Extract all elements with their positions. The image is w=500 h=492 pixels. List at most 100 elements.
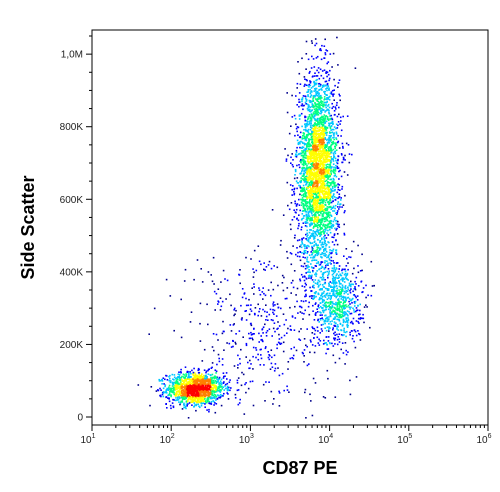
data-point — [306, 239, 308, 241]
data-point — [206, 394, 208, 396]
data-point — [325, 70, 328, 73]
data-point — [172, 382, 175, 384]
data-point — [303, 245, 306, 248]
data-point — [172, 378, 174, 380]
data-point — [200, 402, 202, 405]
data-point — [177, 395, 179, 398]
data-point — [313, 140, 316, 143]
data-point — [181, 396, 184, 399]
data-point — [330, 296, 332, 298]
data-point — [317, 106, 319, 108]
data-point — [320, 153, 323, 155]
data-point — [179, 379, 182, 381]
data-point — [307, 138, 310, 140]
data-point — [354, 280, 356, 283]
data-point — [319, 165, 321, 168]
data-point — [341, 289, 344, 291]
data-point — [345, 275, 347, 277]
data-point — [201, 386, 203, 389]
data-point — [336, 308, 338, 311]
data-point — [331, 196, 333, 198]
data-point — [327, 73, 330, 76]
data-point — [328, 111, 330, 114]
data-point — [322, 187, 324, 190]
data-point — [321, 84, 324, 87]
data-point — [333, 210, 336, 212]
data-point — [313, 203, 316, 206]
data-point — [307, 106, 310, 108]
data-point — [298, 222, 300, 225]
data-point — [214, 397, 216, 400]
data-point — [309, 189, 312, 191]
data-point — [290, 202, 293, 204]
data-point — [179, 387, 181, 389]
data-point — [223, 381, 225, 383]
data-point — [322, 307, 324, 309]
data-point — [322, 124, 324, 127]
data-point — [322, 277, 325, 279]
data-point — [306, 179, 308, 181]
data-point — [300, 177, 302, 179]
data-point — [338, 293, 340, 296]
data-point — [314, 135, 316, 138]
data-point — [308, 121, 311, 123]
data-point — [303, 251, 305, 254]
data-point — [317, 107, 319, 109]
data-point — [324, 224, 326, 226]
data-point — [323, 177, 325, 180]
data-point — [321, 100, 324, 103]
data-point — [310, 174, 313, 176]
data-point — [331, 117, 333, 120]
data-point — [201, 389, 203, 391]
data-point — [345, 317, 348, 319]
data-point — [345, 304, 347, 306]
data-point — [326, 62, 328, 65]
data-point — [330, 170, 332, 173]
data-point — [327, 184, 329, 187]
data-point — [303, 143, 306, 146]
data-point — [298, 239, 301, 241]
data-point — [291, 188, 293, 191]
data-point — [324, 242, 326, 244]
data-point — [332, 200, 334, 203]
data-point — [311, 114, 314, 116]
data-point — [365, 304, 367, 306]
data-point — [334, 84, 336, 87]
data-point — [325, 251, 328, 253]
data-point — [192, 398, 195, 400]
data-point — [204, 400, 206, 403]
data-point — [314, 203, 317, 206]
data-point — [172, 387, 174, 390]
data-point — [311, 132, 313, 134]
data-point — [334, 331, 336, 334]
data-point — [313, 90, 315, 92]
data-point — [316, 234, 318, 237]
data-point — [197, 400, 200, 402]
data-point — [181, 378, 183, 381]
data-point — [320, 110, 322, 112]
data-point — [315, 93, 318, 96]
data-point — [184, 391, 186, 393]
data-point — [301, 98, 304, 101]
data-point — [314, 164, 316, 167]
data-point — [306, 222, 309, 224]
data-point — [333, 110, 336, 112]
data-point — [338, 170, 340, 173]
data-point — [322, 172, 324, 175]
data-point — [304, 123, 306, 125]
data-point — [344, 159, 346, 161]
data-point — [334, 278, 336, 281]
data-point — [319, 208, 321, 211]
data-point — [187, 376, 189, 378]
data-point — [318, 224, 320, 226]
data-point — [196, 377, 199, 379]
data-point — [330, 188, 332, 190]
data-point — [335, 123, 338, 126]
data-point — [303, 253, 305, 255]
data-point — [195, 409, 197, 412]
data-point — [311, 142, 314, 145]
data-point — [192, 388, 194, 391]
data-point — [300, 140, 302, 143]
data-point — [317, 209, 320, 211]
data-point — [316, 244, 318, 247]
